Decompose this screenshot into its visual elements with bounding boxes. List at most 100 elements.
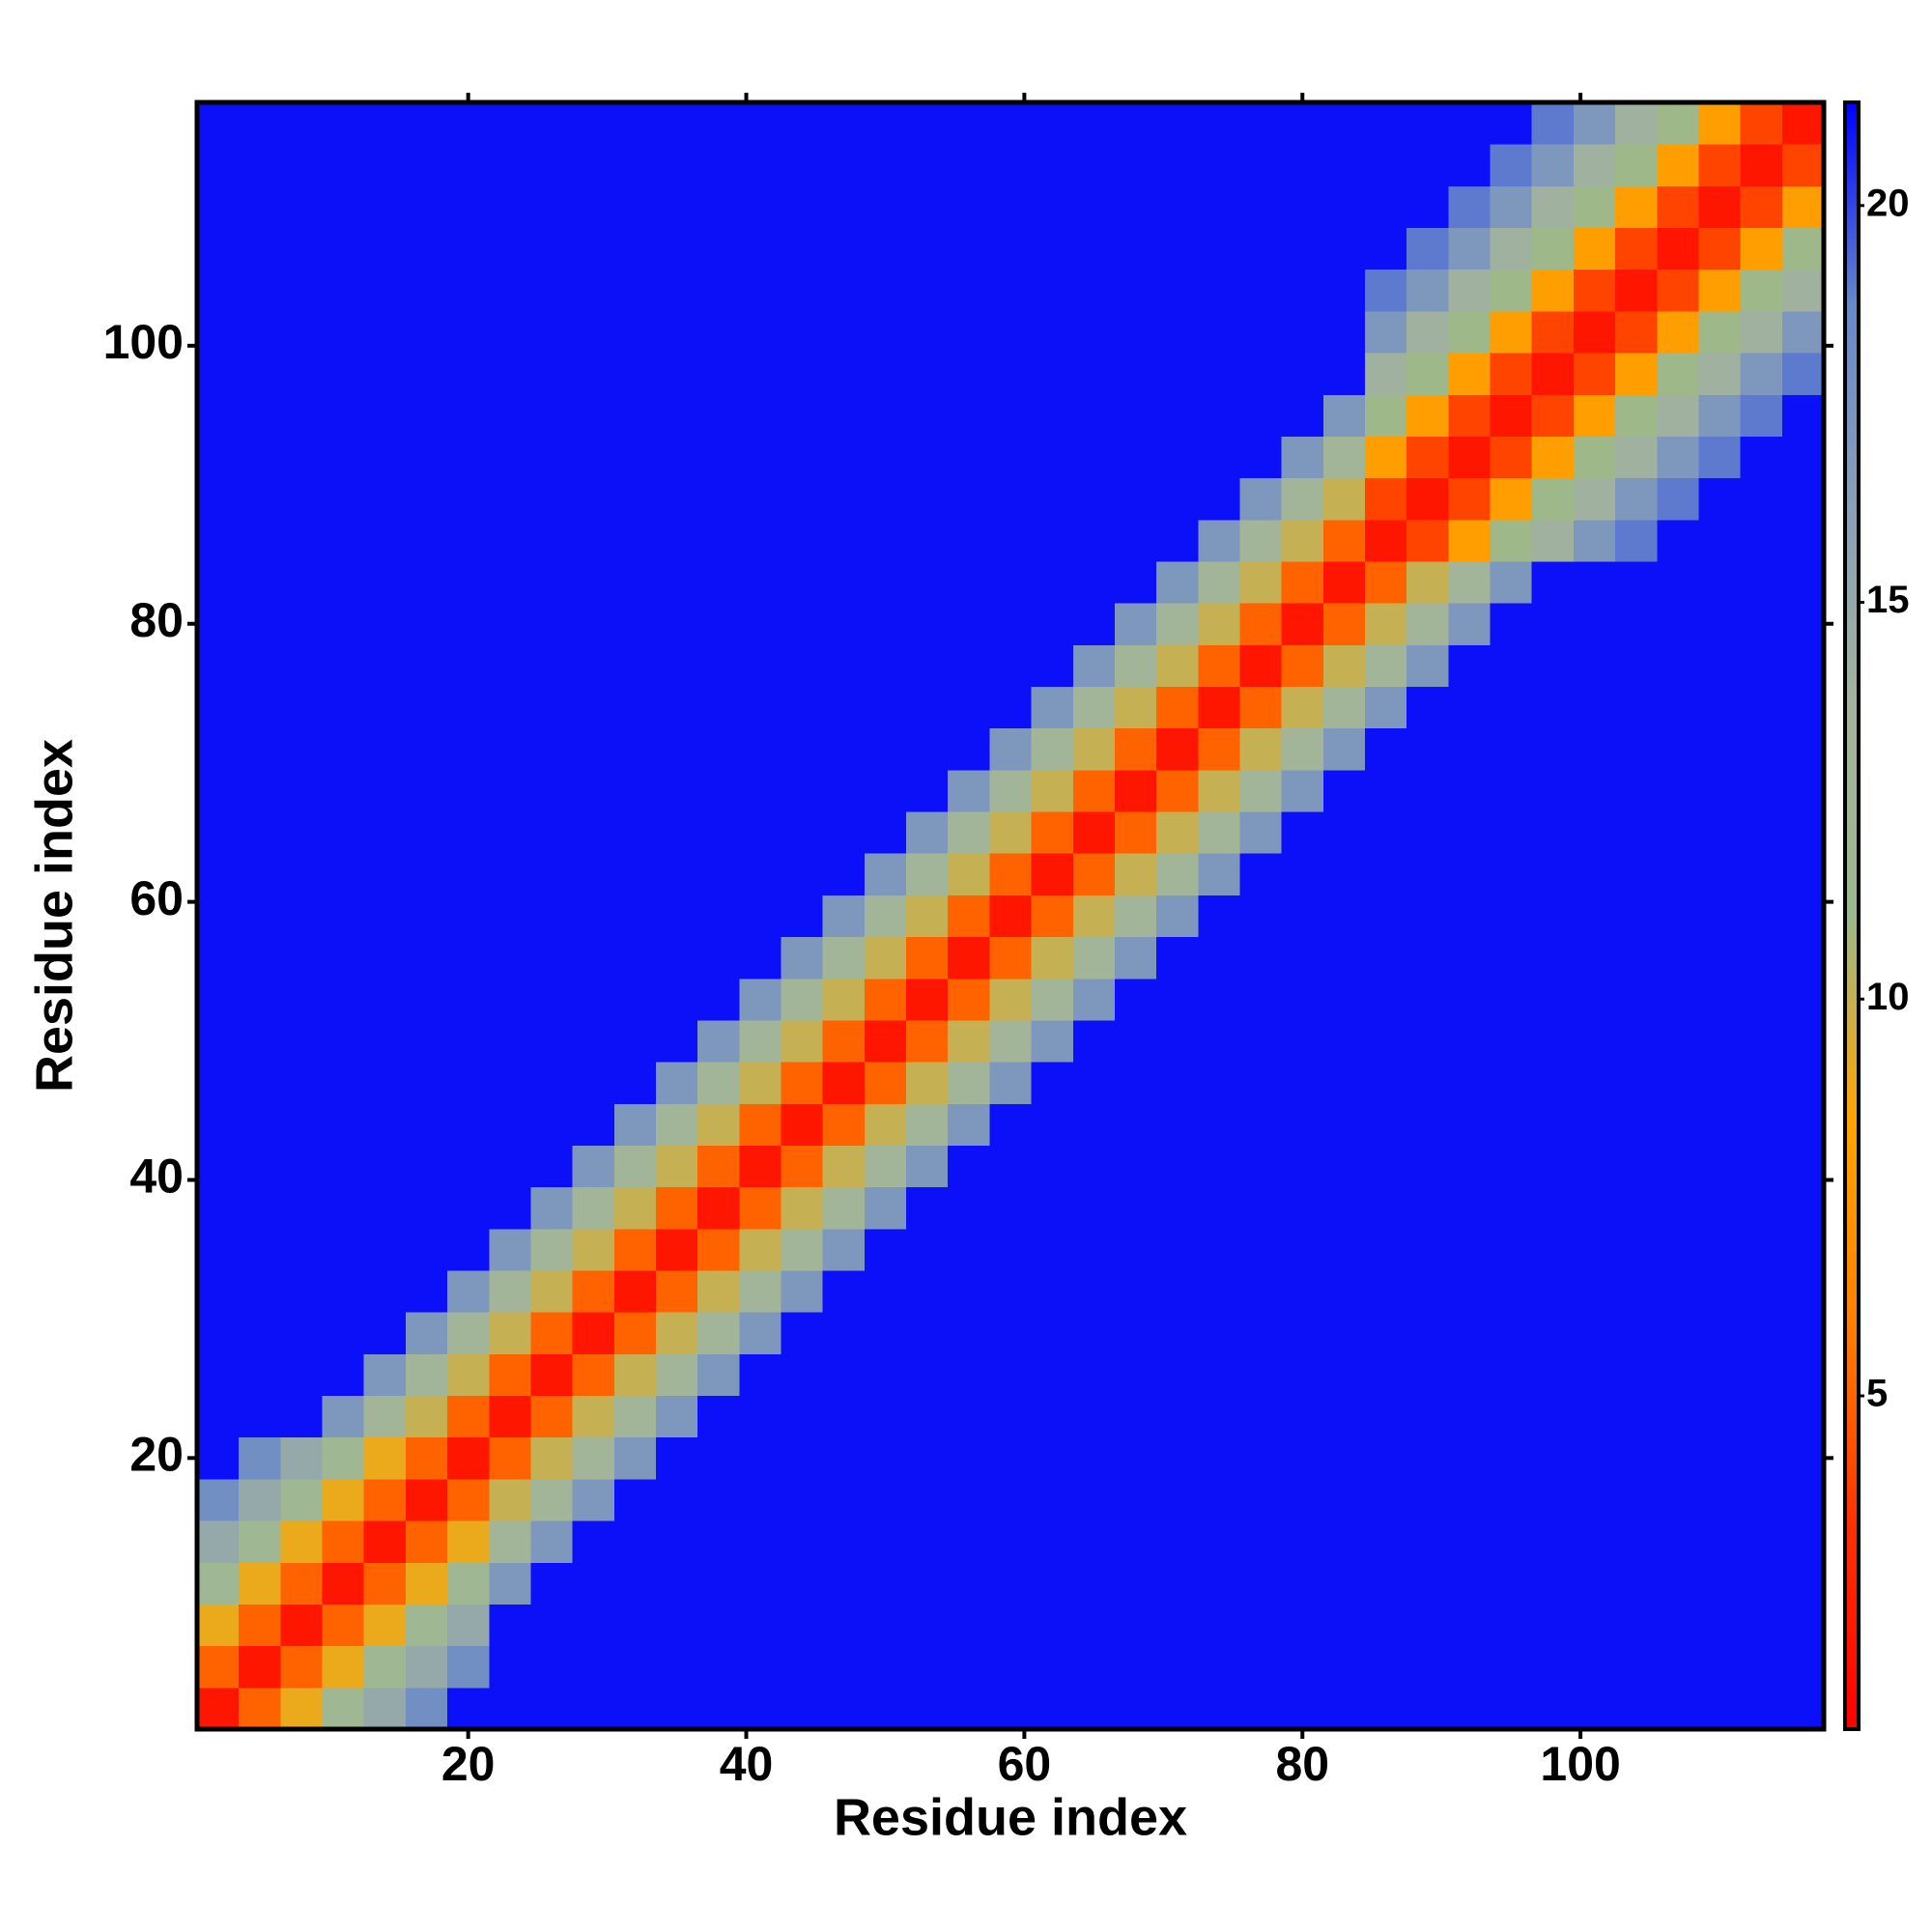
heatmap-cell: [1322, 1562, 1366, 1605]
heatmap-cell: [1156, 895, 1199, 938]
heatmap-cell: [1239, 144, 1283, 186]
heatmap-cell: [739, 102, 782, 145]
heatmap-cell: [530, 1228, 574, 1271]
heatmap-cell: [1322, 1019, 1366, 1063]
heatmap-cell: [239, 1186, 281, 1230]
heatmap-cell: [197, 1145, 240, 1188]
heatmap-cell: [1781, 603, 1825, 645]
heatmap-cell: [697, 1562, 740, 1605]
heatmap-cell: [1531, 1103, 1575, 1146]
heatmap-cell: [1198, 603, 1240, 645]
heatmap-cell: [1031, 686, 1074, 729]
heatmap-cell: [989, 102, 1033, 145]
heatmap-cell: [1072, 185, 1116, 229]
heatmap-cell: [1573, 185, 1616, 229]
heatmap-cell: [1781, 269, 1825, 312]
heatmap-cell: [739, 519, 782, 562]
heatmap-cell: [948, 1186, 990, 1230]
heatmap-cell: [1198, 811, 1240, 854]
heatmap-cell: [1406, 853, 1449, 895]
heatmap-cell: [864, 1312, 907, 1354]
heatmap-cell: [489, 560, 531, 604]
heatmap-cell: [739, 853, 782, 895]
heatmap-cell: [1615, 1687, 1658, 1730]
heatmap-cell: [1698, 102, 1742, 145]
heatmap-cell: [1198, 1562, 1240, 1605]
heatmap-cell: [280, 560, 324, 604]
heatmap-cell: [1156, 519, 1199, 562]
heatmap-cell: [363, 353, 407, 395]
heatmap-cell: [613, 978, 657, 1021]
heatmap-cell: [1657, 1062, 1699, 1104]
heatmap-cell: [322, 1062, 365, 1104]
heatmap-cell: [1448, 1186, 1492, 1230]
heatmap-cell: [1322, 1062, 1366, 1104]
heatmap-cell: [1322, 1103, 1366, 1146]
heatmap-cell: [1781, 1103, 1825, 1146]
heatmap-cell: [781, 519, 824, 562]
heatmap-cell: [1239, 978, 1283, 1021]
heatmap-cell: [739, 1645, 782, 1689]
heatmap-cell: [781, 1520, 824, 1563]
heatmap-cell: [1490, 853, 1533, 895]
heatmap-cell: [697, 310, 740, 354]
heatmap-cell: [948, 1395, 990, 1438]
heatmap-cell: [1072, 1562, 1116, 1605]
heatmap-cell: [1573, 853, 1616, 895]
heatmap-cell: [1406, 1604, 1449, 1647]
heatmap-cell: [948, 644, 990, 688]
heatmap-cell: [239, 1270, 281, 1313]
heatmap-cell: [781, 853, 824, 895]
heatmap-cell: [1615, 1604, 1658, 1647]
heatmap-cell: [739, 895, 782, 938]
heatmap-cell: [1156, 1353, 1199, 1397]
heatmap-cell: [1156, 1228, 1199, 1271]
heatmap-cell: [1281, 1312, 1324, 1354]
heatmap-cell: [280, 1436, 324, 1480]
heatmap-cell: [1573, 353, 1616, 395]
heatmap-cell: [572, 519, 615, 562]
heatmap-cell: [948, 1645, 990, 1689]
heatmap-cell: [1490, 1103, 1533, 1146]
heatmap-cell: [1365, 1103, 1407, 1146]
heatmap-cell: [1490, 353, 1533, 395]
heatmap-cell: [447, 185, 490, 229]
heatmap-cell: [822, 227, 866, 270]
heatmap-cell: [613, 1478, 657, 1521]
heatmap-cell: [1031, 603, 1074, 645]
heatmap-cell: [1531, 436, 1575, 479]
heatmap-cell: [1698, 144, 1742, 186]
heatmap-cell: [280, 436, 324, 479]
heatmap-cell: [447, 936, 490, 980]
heatmap-cell: [1406, 519, 1449, 562]
heatmap-cell: [447, 1562, 490, 1605]
heatmap-cell: [489, 686, 531, 729]
heatmap-cell: [1114, 1478, 1157, 1521]
heatmap-cell: [655, 1228, 698, 1271]
heatmap-cell: [1281, 1145, 1324, 1188]
heatmap-cell: [572, 269, 615, 312]
heatmap-cell: [530, 1604, 574, 1647]
heatmap-cell: [280, 519, 324, 562]
heatmap-cell: [1365, 353, 1407, 395]
heatmap-cell: [1365, 1353, 1407, 1397]
y-tick-label: 60: [129, 871, 184, 925]
heatmap-cell: [655, 686, 698, 729]
heatmap-cell: [1615, 895, 1658, 938]
heatmap-cell: [489, 1395, 531, 1438]
heatmap-cell: [1698, 1228, 1742, 1271]
heatmap-cell: [781, 1353, 824, 1397]
heatmap-cell: [781, 227, 824, 270]
heatmap-cell: [613, 1145, 657, 1188]
heatmap-cell: [239, 811, 281, 854]
heatmap-cell: [1281, 1604, 1324, 1647]
heatmap-cell: [1072, 227, 1116, 270]
heatmap-cell: [1490, 144, 1533, 186]
heatmap-cell: [405, 1062, 448, 1104]
heatmap-cell: [322, 1312, 365, 1354]
heatmap-cell: [1657, 144, 1699, 186]
heatmap-cell: [489, 477, 531, 521]
heatmap-cell: [280, 1353, 324, 1397]
heatmap-cell: [197, 603, 240, 645]
heatmap-cell: [405, 603, 448, 645]
